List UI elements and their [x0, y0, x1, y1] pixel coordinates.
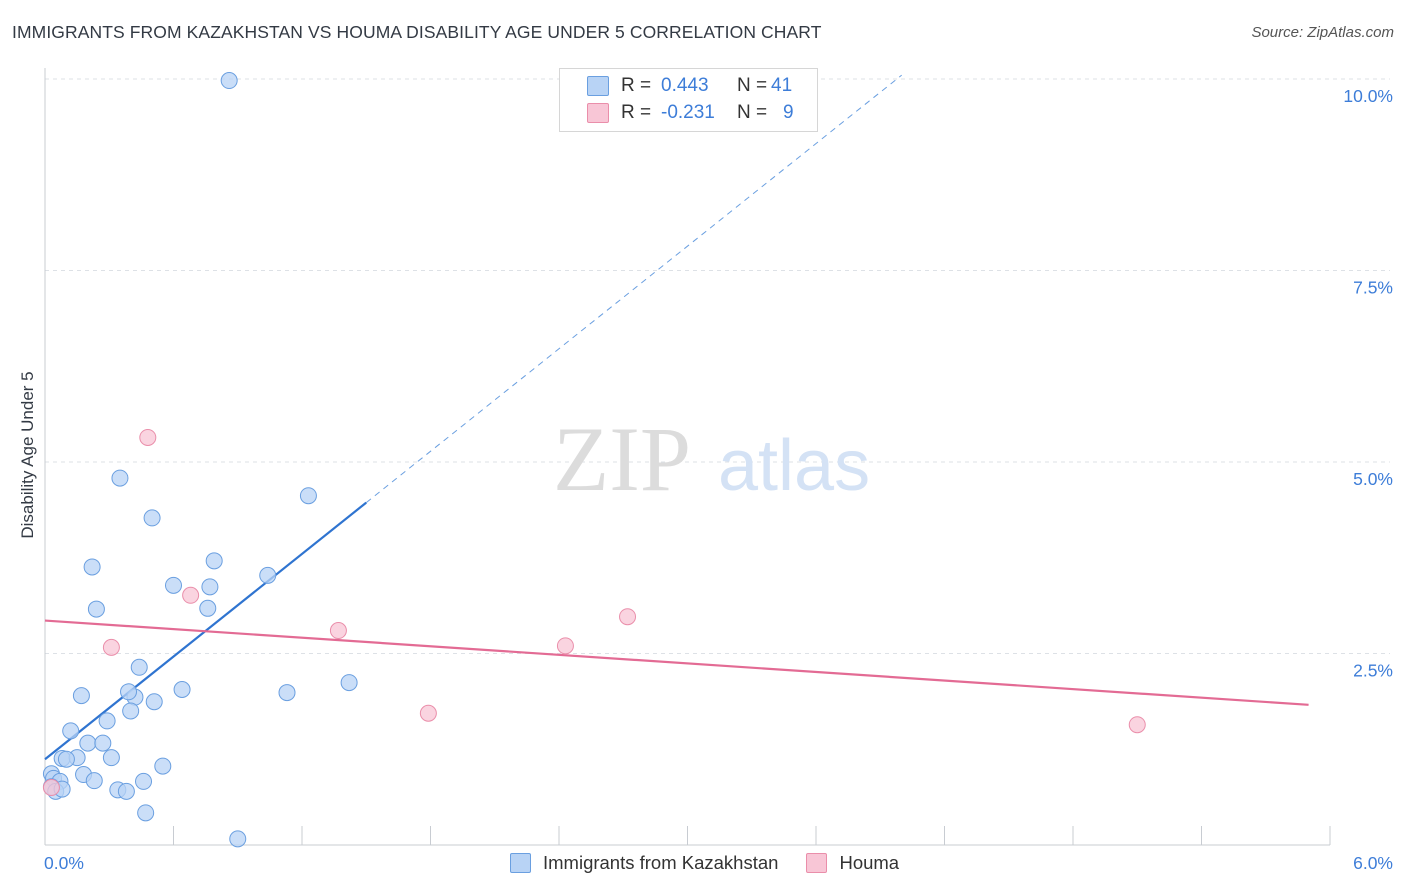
bottom-legend-swatch-blue: [510, 853, 531, 873]
houma-point: [182, 586, 200, 604]
legend-n-value: 9: [783, 102, 794, 123]
kazakhstan-point: [57, 750, 75, 768]
kazakhstan-point: [117, 782, 135, 800]
y-axis-label: Disability Age Under 5: [18, 371, 37, 538]
legend-n-label: N =: [737, 102, 768, 123]
legend-n-label: N =: [737, 75, 768, 96]
kazakhstan-point: [87, 600, 105, 618]
kazakhstan-point: [143, 509, 161, 527]
kazakhstan-point: [102, 749, 120, 767]
legend-r-label: R =: [621, 75, 652, 96]
legend-r-value: 0.443: [661, 75, 709, 96]
legend-n-value: 41: [771, 75, 793, 96]
kazakhstan-trend-extension: [365, 74, 902, 503]
legend: R = 0.443 N = 41 R = -0.231 N = 9: [559, 68, 818, 132]
kazakhstan-point: [154, 757, 172, 775]
houma-point: [619, 608, 637, 626]
kazakhstan-point: [120, 683, 138, 701]
data-points: [42, 72, 1146, 848]
kazakhstan-point: [122, 702, 140, 720]
bottom-legend-label: Houma: [839, 852, 900, 873]
kazakhstan-point: [229, 830, 247, 848]
source-label: Source: ZipAtlas.com: [1251, 24, 1394, 41]
kazakhstan-point: [340, 674, 358, 692]
legend-row-houma: R = -0.231 N = 9: [587, 102, 794, 124]
kazakhstan-point: [83, 558, 101, 576]
y-tick-label: 5.0%: [1353, 469, 1393, 489]
houma-point: [329, 622, 347, 640]
kazakhstan-point: [173, 681, 191, 699]
kazakhstan-point: [299, 487, 317, 505]
axes: [44, 68, 1331, 846]
houma-point: [102, 638, 120, 656]
legend-swatch-blue: [587, 76, 609, 96]
legend-r-label: R =: [621, 102, 652, 123]
bottom-legend-item-kazakhstan: Immigrants from Kazakhstan: [510, 852, 778, 874]
watermark-zip: ZIP: [553, 408, 691, 510]
kazakhstan-point: [111, 469, 129, 487]
kazakhstan-point: [85, 772, 103, 790]
kazakhstan-point: [201, 578, 219, 596]
kazakhstan-point: [72, 687, 90, 705]
trend-lines: [44, 74, 1309, 761]
houma-point: [1128, 716, 1146, 734]
legend-r-value: -0.231: [661, 102, 715, 123]
bottom-legend-item-houma: Houma: [806, 852, 899, 874]
y-tick-label: 10.0%: [1343, 86, 1393, 106]
kazakhstan-point: [278, 684, 296, 702]
kazakhstan-point: [199, 599, 217, 617]
bottom-legend-swatch-pink: [806, 853, 828, 873]
kazakhstan-point: [62, 722, 80, 740]
legend-row-kazakhstan: R = 0.443 N = 41: [587, 75, 792, 97]
grid-lines: [45, 78, 1390, 654]
kazakhstan-point: [79, 734, 97, 752]
bottom-legend-label: Immigrants from Kazakhstan: [543, 852, 779, 873]
legend-swatch-pink: [587, 103, 609, 123]
x-tick-label: 6.0%: [1353, 853, 1393, 873]
tick-labels: 2.5% 5.0% 7.5% 10.0% 0.0% 6.0%: [44, 86, 1393, 873]
x-tick-label: 0.0%: [44, 853, 84, 873]
y-tick-label: 7.5%: [1353, 278, 1393, 298]
houma-point: [556, 637, 574, 655]
watermark-atlas: atlas: [718, 426, 870, 506]
kazakhstan-point: [137, 804, 155, 822]
kazakhstan-point: [220, 72, 238, 90]
bottom-legend: Immigrants from Kazakhstan Houma: [510, 852, 927, 874]
watermark: ZIP atlas: [553, 408, 870, 510]
kazakhstan-point: [205, 552, 223, 570]
kazakhstan-point: [259, 566, 277, 584]
kazakhstan-point: [145, 693, 163, 711]
kazakhstan-point: [165, 576, 182, 594]
chart-title: IMMIGRANTS FROM KAZAKHSTAN VS HOUMA DISA…: [12, 22, 822, 42]
houma-trend-line: [44, 619, 1309, 706]
kazakhstan-point: [135, 772, 153, 790]
houma-point: [419, 704, 437, 722]
kazakhstan-point: [98, 712, 116, 730]
kazakhstan-point: [130, 658, 148, 676]
houma-point: [42, 779, 60, 797]
kazakhstan-point: [94, 734, 112, 752]
y-tick-label: 2.5%: [1353, 661, 1393, 681]
houma-point: [139, 428, 157, 446]
